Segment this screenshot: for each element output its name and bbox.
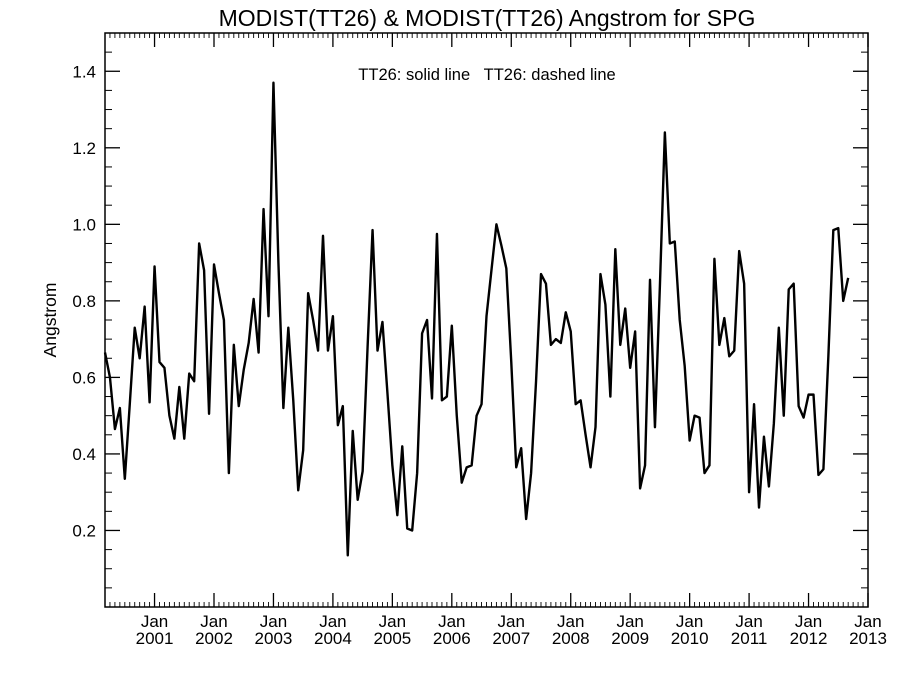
x-tick-year-label: 2010 — [671, 629, 709, 648]
x-tick-year-label: 2001 — [136, 629, 174, 648]
x-tick-month-label: Jan — [319, 612, 346, 631]
y-tick-label: 0.8 — [72, 292, 96, 311]
y-tick-label: 1.0 — [72, 215, 96, 234]
x-tick-month-label: Jan — [616, 612, 643, 631]
x-tick-year-label: 2004 — [314, 629, 352, 648]
x-tick-month-label: Jan — [438, 612, 465, 631]
x-tick-year-label: 2008 — [552, 629, 590, 648]
series-line-solid — [103, 81, 850, 557]
x-axis-ticks: Jan2001Jan2002Jan2003Jan2004Jan2005Jan20… — [104, 33, 887, 648]
y-axis-label: Angstrom — [40, 283, 60, 358]
x-tick-year-label: 2002 — [195, 629, 233, 648]
y-tick-label: 1.2 — [72, 139, 96, 158]
chart-title: MODIST(TT26) & MODIST(TT26) Angstrom for… — [219, 5, 756, 31]
x-tick-year-label: 2012 — [790, 629, 828, 648]
x-tick-month-label: Jan — [557, 612, 584, 631]
x-tick-month-label: Jan — [379, 612, 406, 631]
x-tick-year-label: 2003 — [255, 629, 293, 648]
legend-annotation: TT26: solid line TT26: dashed line — [358, 66, 615, 84]
x-tick-year-label: 2013 — [849, 629, 887, 648]
x-tick-month-label: Jan — [795, 612, 822, 631]
x-tick-year-label: 2011 — [731, 629, 768, 648]
x-tick-month-label: Jan — [735, 612, 762, 631]
y-tick-label: 0.2 — [72, 521, 96, 540]
x-tick-year-label: 2006 — [433, 629, 471, 648]
x-tick-year-label: 2007 — [492, 629, 530, 648]
x-tick-month-label: Jan — [200, 612, 227, 631]
x-tick-month-label: Jan — [676, 612, 703, 631]
x-tick-month-label: Jan — [498, 612, 525, 631]
x-tick-month-label: Jan — [854, 612, 881, 631]
y-tick-label: 0.4 — [72, 445, 96, 464]
x-tick-year-label: 2009 — [611, 629, 649, 648]
x-tick-month-label: Jan — [260, 612, 287, 631]
series-layer — [103, 81, 850, 557]
y-tick-label: 0.6 — [72, 368, 96, 387]
x-tick-month-label: Jan — [141, 612, 168, 631]
y-axis-ticks: 0.2 0.4 0.6 0.8 1.0 1.2 1.4 — [72, 51, 868, 589]
x-tick-year-label: 2005 — [373, 629, 411, 648]
y-tick-label: 1.4 — [72, 62, 96, 81]
